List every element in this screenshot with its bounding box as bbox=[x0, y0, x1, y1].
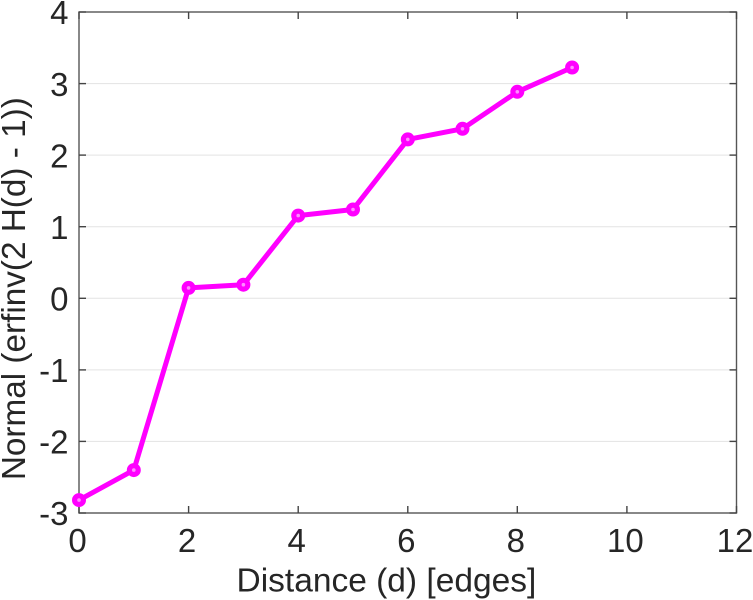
svg-text:2: 2 bbox=[50, 137, 68, 174]
svg-text:12: 12 bbox=[717, 522, 753, 559]
svg-text:0: 0 bbox=[50, 281, 68, 318]
svg-text:0: 0 bbox=[68, 522, 86, 559]
svg-text:4: 4 bbox=[288, 522, 306, 559]
svg-text:3: 3 bbox=[50, 66, 68, 103]
svg-text:1: 1 bbox=[50, 209, 68, 246]
svg-text:Normal (erfinv(2 H(d) - 1)): Normal (erfinv(2 H(d) - 1)) bbox=[0, 97, 33, 480]
svg-text:Distance (d) [edges]: Distance (d) [edges] bbox=[237, 563, 537, 600]
svg-text:8: 8 bbox=[507, 522, 525, 559]
svg-text:-2: -2 bbox=[39, 424, 68, 461]
svg-text:4: 4 bbox=[50, 0, 68, 31]
svg-text:6: 6 bbox=[397, 522, 415, 559]
svg-text:-1: -1 bbox=[39, 352, 68, 389]
svg-text:2: 2 bbox=[178, 522, 196, 559]
svg-text:-3: -3 bbox=[39, 495, 68, 532]
svg-text:10: 10 bbox=[607, 522, 644, 559]
